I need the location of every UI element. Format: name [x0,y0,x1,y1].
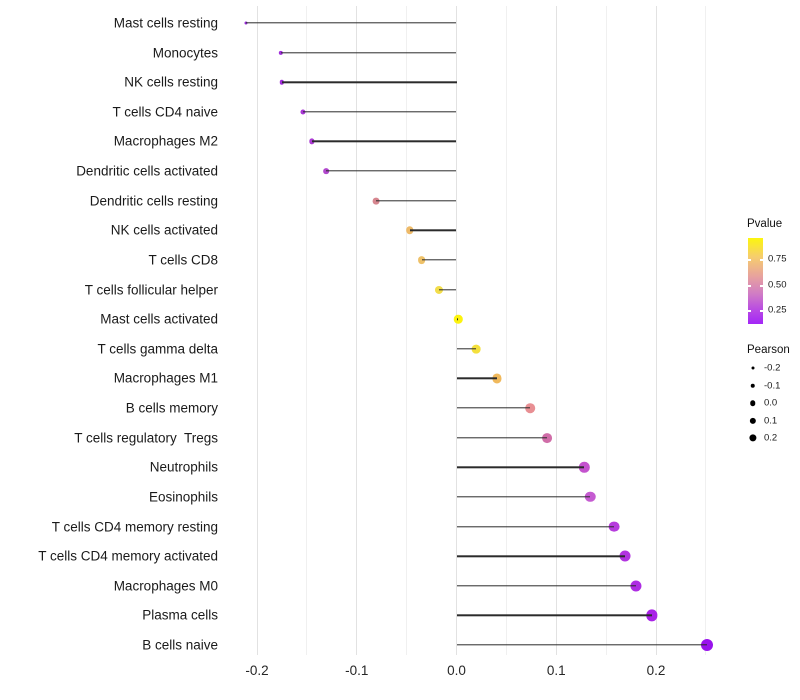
major-gridline [555,6,557,655]
x-axis-tick-label: 0.2 [646,663,666,678]
data-point-dot [525,403,536,413]
y-axis-label: Plasma cells [142,607,218,623]
y-axis-label: B cells memory [125,400,218,416]
major-gridline [256,6,258,655]
lollipop-stem [281,81,457,83]
minor-gridline [605,6,607,655]
colorbar-tick-label: 0.25 [768,304,787,316]
pearson-legend-dot [749,417,756,424]
lollipop-stem [456,525,615,528]
y-axis-label: B cells naive [142,637,218,653]
colorbar-tick [760,285,763,287]
pearson-legend-label: -0.2 [764,362,781,374]
minor-gridline [306,6,308,655]
y-axis-label: T cells CD8 [148,252,218,268]
lollipop-stem [456,377,498,380]
pearson-legend-label: 0.1 [764,415,778,426]
y-axis-label: Dendritic cells activated [76,163,218,179]
data-point-dot [578,462,590,473]
major-gridline [456,6,457,655]
pvalue-colorbar [748,238,763,324]
pearson-legend-label: -0.1 [764,380,781,391]
y-axis-label: Macrophages M1 [113,370,218,386]
major-gridline [655,6,657,655]
data-point-dot [608,521,620,532]
lollipop-stem [421,259,457,261]
colorbar-tick-label: 0.75 [768,253,787,265]
y-axis-label: Macrophages M2 [113,133,218,149]
x-axis-tick-label: 0.0 [447,663,466,678]
lollipop-stem [456,407,531,409]
lollipop-stem [409,229,457,232]
lollipop-stem [456,436,548,439]
lollipop-stem [456,555,626,557]
lollipop-stem [456,614,652,617]
y-axis-label: T cells regulatory Tregs [74,430,218,446]
data-point-dot [630,580,642,592]
lollipop-stem [311,140,457,143]
lollipop-stem [456,644,707,646]
y-axis-label: T cells CD4 memory resting [51,519,218,535]
colorbar-tick [760,259,763,261]
lollipop-stem [438,288,457,291]
y-axis-label: Mast cells activated [100,311,218,327]
lollipop-stem [375,200,457,202]
data-point-dot [492,373,502,383]
y-axis-label: Eosinophils [148,489,218,505]
x-axis-tick-label: -0.2 [245,663,269,678]
lollipop-stem [280,51,457,54]
y-axis-label: Mast cells resting [113,15,218,31]
minor-gridline [406,6,408,655]
data-point-dot [646,609,658,622]
data-point-dot [700,639,713,652]
major-gridline [356,6,358,655]
pearson-legend-label: 0.2 [764,432,778,444]
pearson-legend-title: Pearson [747,344,790,356]
y-axis-label: NK cells activated [110,222,218,238]
y-axis-label: T cells CD4 naive [112,104,218,120]
lollipop-stem [456,466,585,468]
pearson-legend-dot [749,400,756,406]
lollipop-stem [456,585,637,587]
y-axis-label: NK cells resting [124,74,218,90]
minor-gridline [505,6,507,655]
pearson-legend-dot [748,434,757,442]
colorbar-tick [748,285,751,287]
data-point-dot [454,314,463,324]
pearson-legend-dot [750,383,755,388]
colorbar-tick-label: 0.50 [768,279,787,291]
pearson-legend-dot [751,366,754,370]
y-axis-label: Macrophages M0 [113,578,218,594]
pearson-legend-label: 0.0 [764,397,778,409]
lollipop-stem [246,22,457,24]
y-axis-label: Neutrophils [149,459,218,475]
colorbar-tick [748,310,751,312]
lollipop-stem [302,111,457,113]
data-point-dot [542,432,553,443]
lollipop-stem [325,170,457,172]
data-point-dot [472,344,481,354]
y-axis-label: T cells CD4 memory activated [38,548,218,564]
y-axis-label: T cells follicular helper [84,282,218,298]
lollipop-stem [456,348,477,350]
data-point-dot [619,550,631,562]
lollipop-stem [456,496,591,498]
y-axis-label: Monocytes [152,45,218,61]
y-axis-label: T cells gamma delta [97,341,218,357]
lollipop-stem [456,318,459,320]
colorbar-tick [760,310,763,312]
colorbar-tick [748,259,751,261]
pvalue-legend-title: Pvalue [747,218,783,230]
minor-gridline [705,6,707,655]
x-axis-tick-label: 0.1 [546,663,566,678]
x-axis-tick-label: -0.1 [345,663,369,678]
data-point-dot [584,491,596,503]
y-axis-label: Dendritic cells resting [89,193,218,209]
